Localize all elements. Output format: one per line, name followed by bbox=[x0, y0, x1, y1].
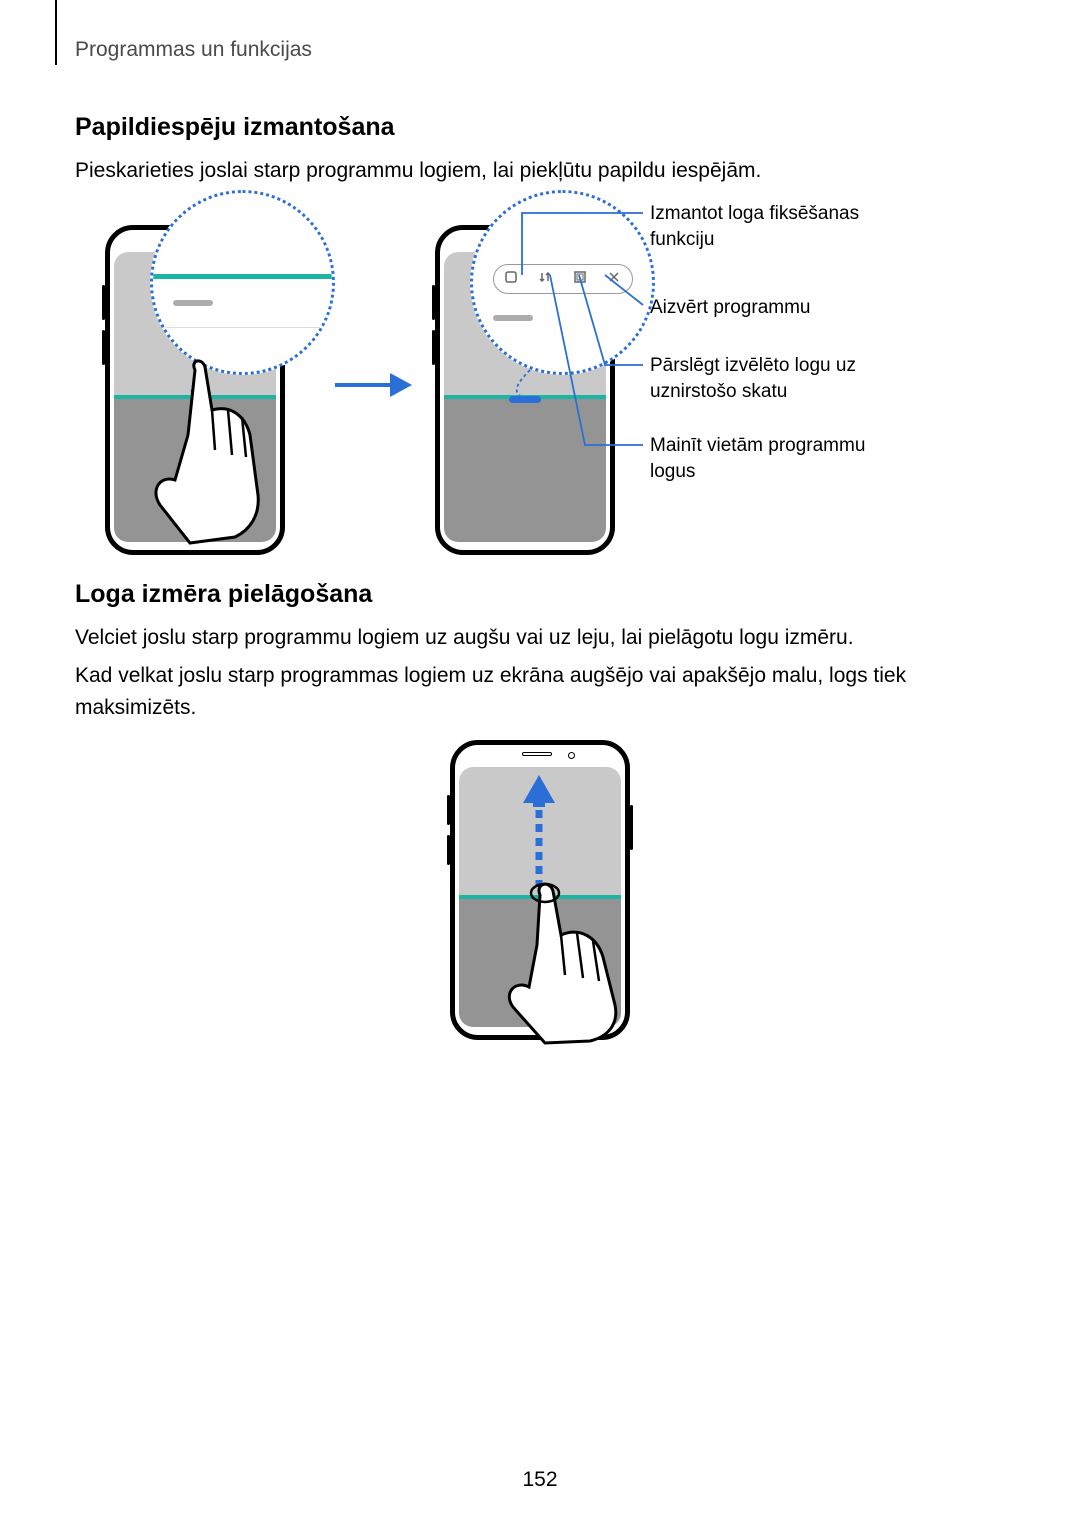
hand-icon-resize bbox=[495, 875, 645, 1045]
page-number: 152 bbox=[522, 1468, 557, 1492]
annotation-pin: Izmantot loga fiksēšanas funkciju bbox=[650, 201, 900, 252]
figure-additional-options: Izmantot loga fiksēšanas funkciju Aizvēr… bbox=[95, 195, 1005, 555]
section2-text2: Kad velkat joslu starp programmas logiem… bbox=[75, 660, 1005, 723]
section1-heading: Papildiespēju izmantošana bbox=[75, 113, 395, 142]
page-cut-mark bbox=[55, 0, 57, 65]
options-iconbar bbox=[493, 264, 633, 294]
annotation-popup: Pārslēgt izvēlēto logu uz uznirstošo ska… bbox=[650, 353, 900, 404]
close-icon bbox=[607, 270, 621, 287]
popup-icon bbox=[573, 270, 587, 287]
annotation-swap: Mainīt vietām programmu logus bbox=[650, 433, 900, 484]
pin-icon bbox=[504, 270, 518, 287]
section2-heading: Loga izmēra pielāgošana bbox=[75, 580, 372, 609]
arrow-right-icon bbox=[330, 365, 415, 405]
zoom-right bbox=[470, 190, 655, 375]
figure-resize-window bbox=[425, 740, 655, 1050]
swap-icon bbox=[538, 270, 552, 287]
hand-icon-left bbox=[140, 355, 270, 545]
section2-text1: Velciet joslu starp programmu logiem uz … bbox=[75, 622, 1005, 654]
zoom-left bbox=[150, 190, 335, 375]
section1-text: Pieskarieties joslai starp programmu log… bbox=[75, 155, 1005, 187]
breadcrumb: Programmas un funkcijas bbox=[75, 38, 312, 62]
annotation-close: Aizvērt programmu bbox=[650, 295, 900, 321]
